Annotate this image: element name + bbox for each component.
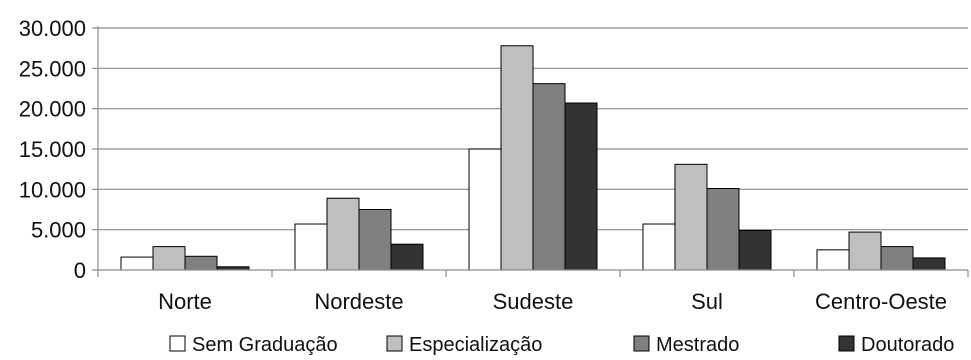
bar-1-2 [358, 209, 392, 271]
legend-label-0: Sem Graduação [192, 334, 338, 356]
bar-4-1 [848, 231, 882, 271]
y-tick-label: 15.000 [19, 137, 86, 162]
x-category-label: Sudeste [493, 289, 574, 314]
y-tick-label: 10.000 [19, 177, 86, 202]
bar-0-2 [184, 255, 218, 271]
bar-1-3 [390, 243, 424, 271]
legend-label-3: Doutorado [861, 334, 954, 356]
bar-4-0 [816, 249, 850, 271]
bar-2-2 [532, 83, 566, 271]
bar-3-1 [674, 163, 708, 271]
bars [120, 45, 946, 271]
x-category-label: Sul [691, 289, 723, 314]
y-tick-label: 0 [74, 258, 86, 283]
y-tick-label: 25.000 [19, 56, 86, 81]
bar-2-3 [564, 102, 598, 271]
legend-swatch-0 [169, 335, 186, 352]
legend-label-1: Especialização [409, 334, 542, 356]
y-tick-label: 20.000 [19, 97, 86, 122]
legend: Sem Graduação Especialização Mestrado Douto… [169, 334, 954, 356]
bar-2-0 [468, 148, 502, 271]
legend-label-2: Mestrado [656, 334, 739, 356]
legend-swatch-1 [386, 335, 403, 352]
bar-1-1 [326, 197, 360, 271]
y-tick-label: 5.000 [31, 218, 86, 243]
bar-0-0 [120, 256, 154, 271]
x-category-label: Centro-Oeste [815, 289, 947, 314]
legend-swatch-2 [633, 335, 650, 352]
x-category-label: Norte [158, 289, 212, 314]
y-axis-ticks: 0 5.000 10.000 15.000 20.000 25.000 30.000 [19, 16, 98, 283]
legend-swatch-3 [838, 335, 855, 352]
bar-3-3 [738, 229, 772, 271]
axes [97, 26, 969, 277]
bar-2-1 [500, 45, 534, 271]
bar-4-2 [880, 246, 914, 271]
bar-4-3 [912, 257, 946, 271]
bar-3-0 [642, 223, 676, 271]
bar-1-0 [294, 223, 328, 271]
y-tick-label: 30.000 [19, 16, 86, 41]
bar-3-2 [706, 188, 740, 271]
bar-0-1 [152, 246, 186, 271]
x-category-label: Nordeste [314, 289, 403, 314]
x-axis-labels: Norte Nordeste Sudeste Sul Centro-Oeste [158, 289, 947, 314]
